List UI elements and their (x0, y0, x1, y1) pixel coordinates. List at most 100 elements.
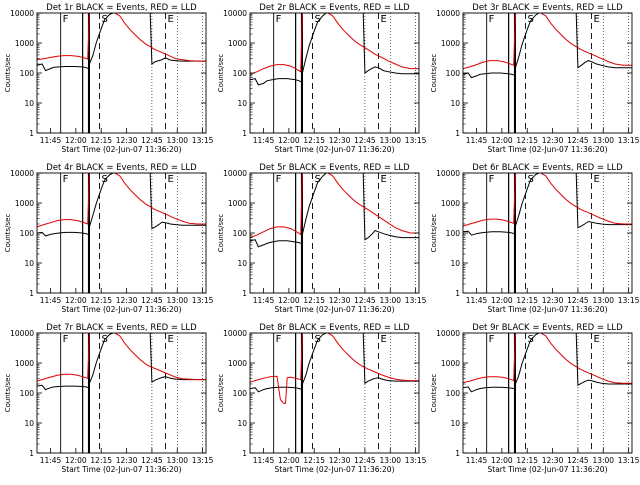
y-axis-label: Counts/sec (4, 374, 12, 413)
series-events (250, 13, 419, 86)
plot-frame (462, 172, 633, 294)
x-tick-label: 13:00 (166, 296, 188, 305)
series-events (463, 13, 632, 79)
y-tick-label: 10 (450, 259, 460, 268)
x-tick-label: 12:45 (354, 296, 376, 305)
x-tick-label: 13:15 (192, 296, 214, 305)
y-tick-label: 1000 (15, 199, 34, 208)
series-lld (463, 333, 632, 384)
y-tick-label: 1000 (228, 199, 247, 208)
x-tick-label: 12:30 (542, 296, 564, 305)
chart-title: Det 8r BLACK = Events, RED = LLD (259, 323, 410, 333)
marker-label: S (315, 174, 321, 185)
y-tick-label: 1000 (15, 359, 34, 368)
x-tick-label: 12:30 (116, 296, 138, 305)
series-lld (37, 13, 206, 62)
x-tick-label: 12:45 (354, 136, 376, 145)
x-tick-label: 13:00 (379, 296, 401, 305)
y-tick-label: 10000 (10, 169, 34, 178)
y-tick-label: 1000 (15, 39, 34, 48)
x-axis-label: Start Time (02-Jun-07 11:36:20) (275, 465, 395, 474)
x-tick-label: 13:00 (166, 456, 188, 465)
x-tick-label: 11:45 (253, 296, 275, 305)
x-tick-label: 13:15 (618, 456, 640, 465)
y-tick-label: 10000 (223, 169, 247, 178)
x-tick-label: 12:45 (567, 296, 589, 305)
x-tick-label: 12:15 (90, 296, 112, 305)
series-events (250, 173, 419, 248)
x-tick-label: 12:15 (516, 456, 538, 465)
chart-title: Det 7r BLACK = Events, RED = LLD (46, 323, 197, 333)
y-axis-label: Counts/sec (217, 374, 225, 413)
marker-label: E (167, 14, 173, 25)
x-tick-label: 13:15 (618, 296, 640, 305)
series-lld (463, 13, 632, 70)
marker-label: F (63, 14, 69, 25)
y-tick-label: 10 (237, 259, 247, 268)
x-tick-label: 12:00 (65, 296, 87, 305)
plot-frame (249, 172, 420, 294)
y-tick-label: 100 (233, 69, 248, 78)
y-tick-label: 10000 (10, 329, 34, 338)
chart-title: Det 5r BLACK = Events, RED = LLD (259, 163, 410, 173)
x-tick-label: 12:45 (354, 456, 376, 465)
x-tick-label: 12:30 (329, 456, 351, 465)
x-tick-label: 12:45 (567, 136, 589, 145)
marker-label: F (63, 174, 69, 185)
y-tick-label: 100 (20, 389, 35, 398)
y-tick-label: 1 (455, 129, 460, 138)
y-tick-label: 1 (242, 449, 247, 458)
series-events (37, 333, 206, 391)
marker-label: S (528, 14, 534, 25)
series-events (37, 13, 206, 72)
x-tick-label: 13:15 (405, 296, 427, 305)
series-events (463, 333, 632, 393)
chart-title: Det 1r BLACK = Events, RED = LLD (46, 3, 197, 13)
y-tick-label: 1 (242, 129, 247, 138)
x-tick-label: 11:45 (40, 296, 62, 305)
x-tick-label: 12:00 (491, 456, 513, 465)
x-tick-label: 12:30 (542, 456, 564, 465)
x-tick-label: 12:15 (90, 456, 112, 465)
marker-label: F (276, 14, 282, 25)
x-tick-label: 13:00 (592, 456, 614, 465)
marker-label: E (593, 334, 599, 345)
plot-frame (36, 12, 207, 134)
y-tick-label: 1 (29, 449, 34, 458)
x-tick-label: 13:00 (166, 136, 188, 145)
y-tick-label: 10 (450, 419, 460, 428)
series-lld (37, 173, 206, 228)
series-events (463, 173, 632, 236)
plot-frame (462, 332, 633, 454)
y-tick-label: 10 (237, 99, 247, 108)
y-axis-label: Counts/sec (430, 374, 438, 413)
y-tick-label: 10 (24, 419, 34, 428)
x-tick-label: 11:45 (253, 456, 275, 465)
chart-title: Det 6r BLACK = Events, RED = LLD (472, 163, 623, 173)
x-tick-label: 12:00 (65, 456, 87, 465)
chart-title: Det 9r BLACK = Events, RED = LLD (472, 323, 623, 333)
y-axis-label: Counts/sec (4, 214, 12, 253)
y-tick-label: 10 (237, 419, 247, 428)
y-tick-label: 10 (24, 99, 34, 108)
x-axis-label: Start Time (02-Jun-07 11:36:20) (62, 465, 182, 474)
y-tick-label: 10000 (436, 169, 460, 178)
x-axis-label: Start Time (02-Jun-07 11:36:20) (275, 305, 395, 314)
marker-label: E (380, 334, 386, 345)
y-tick-label: 1000 (441, 199, 460, 208)
x-tick-label: 13:00 (379, 456, 401, 465)
y-tick-label: 1000 (228, 39, 247, 48)
x-tick-label: 12:30 (116, 456, 138, 465)
series-events (250, 333, 419, 393)
y-tick-label: 100 (446, 229, 461, 238)
x-tick-label: 11:45 (466, 136, 488, 145)
y-tick-label: 100 (446, 69, 461, 78)
x-axis-label: Start Time (02-Jun-07 11:36:20) (488, 145, 608, 154)
x-tick-label: 12:15 (303, 456, 325, 465)
